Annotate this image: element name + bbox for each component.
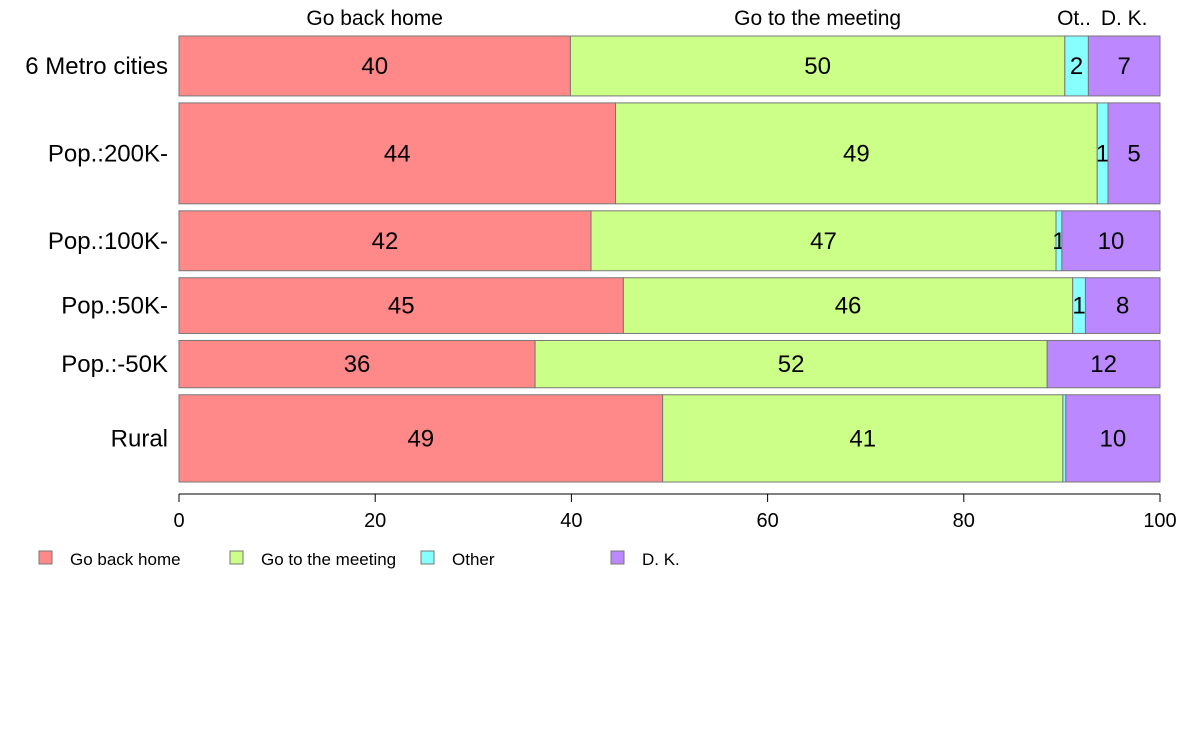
data-label: 41 [849, 425, 876, 452]
x-tick-label: 20 [364, 510, 386, 532]
bar-segment-1-5 [662, 394, 1064, 483]
legend-label: D. K. [642, 550, 680, 569]
data-label: 52 [778, 351, 805, 378]
bar-segment-0-1 [178, 102, 617, 205]
legend-label: Go back home [70, 550, 181, 569]
x-tick-label: 40 [560, 510, 582, 532]
bar-segment-3-4 [1046, 339, 1161, 389]
bar-segment-1-4 [534, 339, 1048, 389]
bar-segment-0-4 [178, 339, 536, 389]
bar-segment-3-3 [1084, 277, 1161, 334]
legend-swatch [38, 550, 53, 565]
data-label: 8 [1116, 293, 1129, 320]
data-label: 10 [1100, 425, 1127, 452]
data-label: 7 [1118, 53, 1131, 80]
bar-segment-1-1 [615, 102, 1098, 205]
legend-label: Go to the meeting [261, 550, 396, 569]
data-label: 40 [361, 53, 388, 80]
bar-segment-3-0 [1087, 35, 1161, 97]
top-series-label: D. K. [1101, 7, 1148, 30]
bar-segment-1-0 [569, 35, 1066, 97]
bar-segment-3-1 [1107, 102, 1161, 205]
legend-swatch [229, 550, 244, 565]
legend-swatch [420, 550, 435, 565]
data-label: 2 [1070, 53, 1083, 80]
bar-segment-1-3 [622, 277, 1074, 334]
bar-segment-0-2 [178, 210, 592, 272]
category-label: Pop.:100K- [48, 228, 168, 255]
category-label: Pop.:-50K [61, 351, 168, 378]
x-tick-label: 100 [1143, 510, 1176, 532]
category-label: Pop.:50K- [61, 293, 168, 320]
x-tick-label: 60 [756, 510, 778, 532]
top-series-label: Go back home [306, 7, 443, 30]
top-series-label: Ot.. [1057, 7, 1091, 30]
data-label: 45 [388, 293, 415, 320]
data-label: 10 [1098, 228, 1125, 255]
data-label: 1 [1072, 293, 1085, 320]
bar-segment-3-5 [1065, 394, 1161, 483]
bar-segment-0-0 [178, 35, 571, 97]
x-tick-label: 80 [953, 510, 975, 532]
top-series-label: Go to the meeting [734, 7, 901, 30]
data-label: 50 [804, 53, 831, 80]
category-label: Rural [111, 425, 168, 452]
data-label: 47 [810, 228, 837, 255]
bar-segment-3-2 [1061, 210, 1161, 272]
category-label: Pop.:200K- [48, 140, 168, 167]
data-label: 42 [372, 228, 399, 255]
data-label: 49 [843, 140, 870, 167]
data-label: 1 [1096, 140, 1109, 167]
category-label: 6 Metro cities [25, 53, 168, 80]
bar-segment-1-2 [590, 210, 1057, 272]
x-tick-label: 0 [173, 510, 184, 532]
data-label: 46 [835, 293, 862, 320]
legend-swatch [610, 550, 625, 565]
legend-label: Other [452, 550, 495, 569]
data-label: 12 [1090, 351, 1117, 378]
data-label: 36 [344, 351, 371, 378]
data-label: 44 [384, 140, 411, 167]
data-label: 5 [1127, 140, 1140, 167]
bar-segment-0-5 [178, 394, 664, 483]
data-label: 49 [407, 425, 434, 452]
